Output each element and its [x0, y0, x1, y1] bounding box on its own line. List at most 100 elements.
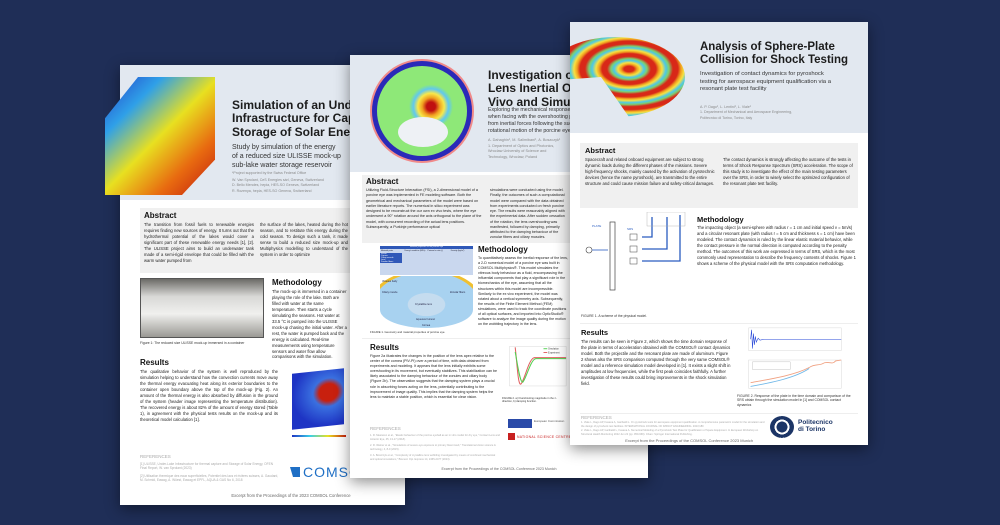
reference-item: 1. R. Meeteren et al., "Elastic behaviou… [370, 434, 500, 441]
polito-logo: Politecnico di Torino [770, 416, 833, 438]
methodology-text: The mock-up is immersed in a container p… [272, 289, 347, 360]
results-text: Figure 2a illustrates the changes in the… [370, 354, 497, 399]
section-divider [580, 323, 858, 324]
legend-label: Simulation [548, 348, 559, 351]
results-heading: Results [140, 358, 169, 367]
abstract-heading: Abstract [585, 146, 616, 155]
comsol-logo-mark [290, 467, 300, 477]
table-header: Material parts [381, 250, 394, 252]
methodology-text: To quantitatively assess the inertial re… [478, 256, 568, 327]
poster-footer: Excerpt from the Proceedings of the COMS… [441, 467, 557, 471]
table-row: Ciliary muscle [380, 257, 402, 259]
table-row: Cornea [380, 255, 402, 257]
eye-label: Cornea [422, 324, 431, 327]
project-note: *Project supported by the Swiss Federal … [232, 171, 307, 175]
physical-model-scheme: PLATE SRS [585, 212, 686, 291]
header-image-3d-block [105, 77, 215, 195]
section-divider [580, 413, 858, 414]
acceleration-signal [750, 329, 842, 349]
authors: W. Van Sprolant, CeS Energies sàrl, Gene… [232, 178, 324, 194]
header-image-eye-model [372, 61, 472, 161]
abstract-text: simulations were conducted using the mod… [490, 188, 565, 240]
filter-box [629, 233, 638, 241]
figure2-caption: FIGURE 2. a) Overshooting magnitude in t… [502, 397, 557, 404]
plate-shape [609, 221, 616, 291]
polito-logo-text: Politecnico di Torino [798, 419, 833, 434]
figure1-caption: FIGURE 1. A scheme of the physical model… [581, 314, 647, 318]
response-plots [748, 327, 842, 389]
subtitle-line: Exploring the mechanical responses of th… [488, 107, 600, 113]
title-line: Collision for Shock Testing [700, 53, 849, 66]
reference-item: 1. Viale L, Dago AP, Fasana A, Garibaldi… [581, 421, 765, 428]
eye-label: Aqueous humour [416, 318, 436, 321]
author-line: Politecnico di Torino, Torino, Italy [700, 115, 753, 120]
abstract-box [580, 143, 858, 208]
table-header: Young's modulus (MPa) [404, 250, 426, 252]
filter-box [629, 257, 638, 265]
reference-item: 2. Viale L, Dago AP, Garibaldi L, Fasana… [581, 429, 759, 436]
material-table: Material properties of the porcine eye M… [380, 246, 473, 275]
legend-swatch [543, 352, 548, 353]
table-header: Density (kg/m³) [450, 250, 465, 252]
subtitle-line: testing for aerospace equipment qualific… [700, 78, 831, 85]
abstract-text: the surface of the lakes, heated during … [260, 222, 348, 257]
section-divider [362, 338, 642, 339]
legend-label: Experiment [548, 351, 560, 354]
title-line: Analysis of Sphere-Plate [700, 41, 835, 53]
figure1-caption: Figure 1: The reduced size ULISSE mock-u… [140, 341, 245, 345]
results-text: The results can be seen in Figure 2, whi… [581, 339, 731, 386]
poster-subtitle: Investigation of contact dynamics for py… [700, 71, 831, 94]
reference-item: 2. R. Weiner et al., "Simulations of sev… [370, 444, 496, 451]
poster-footer: Excerpt from the Proceedings of the COMS… [625, 438, 754, 443]
methodology-text: The impacting object (a semi-sphere with… [697, 225, 856, 266]
ncn-logo-text: NATIONAL SCIENCE CENTRE [517, 434, 572, 439]
methodology-heading: Methodology [478, 245, 528, 254]
reference-item: [2] Utilisation thermique des eaux super… [140, 474, 279, 483]
reference-item: 3. A. Boszczyk et al., "Complexity of cr… [370, 454, 496, 461]
srs-arrows [642, 215, 681, 262]
author-line: R. Rozenya, hepia, HES-SO Geneva, Switze… [232, 188, 312, 193]
references-heading: REFERENCES [370, 426, 401, 431]
eye-label: Vitreous body [382, 280, 398, 283]
plot-legend [752, 361, 791, 370]
abstract-text: The contact dynamics is strongly affecti… [723, 157, 853, 186]
title-line: Storage of Solar Energy [232, 124, 369, 139]
reference-item: [1] ULISSE, Under-Lake Infrastructure fo… [140, 462, 273, 471]
comsol-srs-curve [750, 368, 810, 387]
author-line: D. Bello Mendes, hepia, HES-SO Geneva, S… [232, 183, 320, 188]
subtitle-line: Study by simulation of the energy [232, 144, 336, 151]
abstract-heading: Abstract [144, 211, 177, 220]
ncn-logo: NATIONAL SCIENCE CENTRE [508, 433, 571, 440]
table-row: Zonular fibers [380, 261, 402, 263]
table-title: Material properties of the porcine eye [409, 246, 444, 248]
colorbar [292, 435, 346, 437]
poster-subtitle: Exploring the mechanical responses of th… [488, 107, 600, 135]
abstract-text: The transition from fossil fuels to rene… [144, 222, 254, 263]
poster-subtitle: Study by simulation of the energy of a r… [232, 143, 341, 170]
legend-swatch [543, 348, 548, 350]
author-line: A. Dahaghin¹, M. Salimibani¹, A. Boszczy… [488, 138, 561, 142]
poster-sphere-plate-collision: Analysis of Sphere-Plate Collision for S… [570, 22, 868, 445]
figure2-caption: FIGURE 2. Response of the plate in the t… [737, 394, 851, 407]
author-line: Technology, Wroclaw, Poland [488, 155, 538, 160]
references-heading: REFERENCES [140, 454, 171, 459]
eye-label: Ciliary muscle [382, 291, 398, 294]
eu-logo [508, 419, 532, 428]
authors: A. P. Dago¹, L. Lentini¹, L. Viale¹ 1. D… [700, 105, 792, 121]
reference-srs-curve [750, 359, 842, 384]
ncn-logo-mark [508, 433, 515, 440]
author-line: 1. Department of Optics and Photonics, W… [488, 143, 555, 154]
subtitle-line: rotational motion of the porcine eye [488, 127, 571, 134]
subtitle-line: of a reduced size ULISSE mock-up [232, 153, 341, 161]
plate-label: PLATE [592, 224, 601, 228]
subtitle-line: from inertial forces following the sudde… [488, 120, 582, 127]
poster-title: Analysis of Sphere-Plate Collision for S… [700, 41, 848, 67]
results-figure-3d-flow [292, 368, 344, 430]
sphere-icon [585, 246, 593, 254]
poster-footer: Excerpt from the Proceedings of the 2023… [231, 493, 351, 498]
figure1-caption: FIGURE 1. Geometry and material properti… [370, 330, 446, 334]
mockup-photo [140, 278, 264, 338]
methodology-heading: Methodology [697, 215, 744, 224]
references-heading: REFERENCES [581, 415, 612, 420]
eu-logo-text: European Commission [534, 419, 565, 423]
